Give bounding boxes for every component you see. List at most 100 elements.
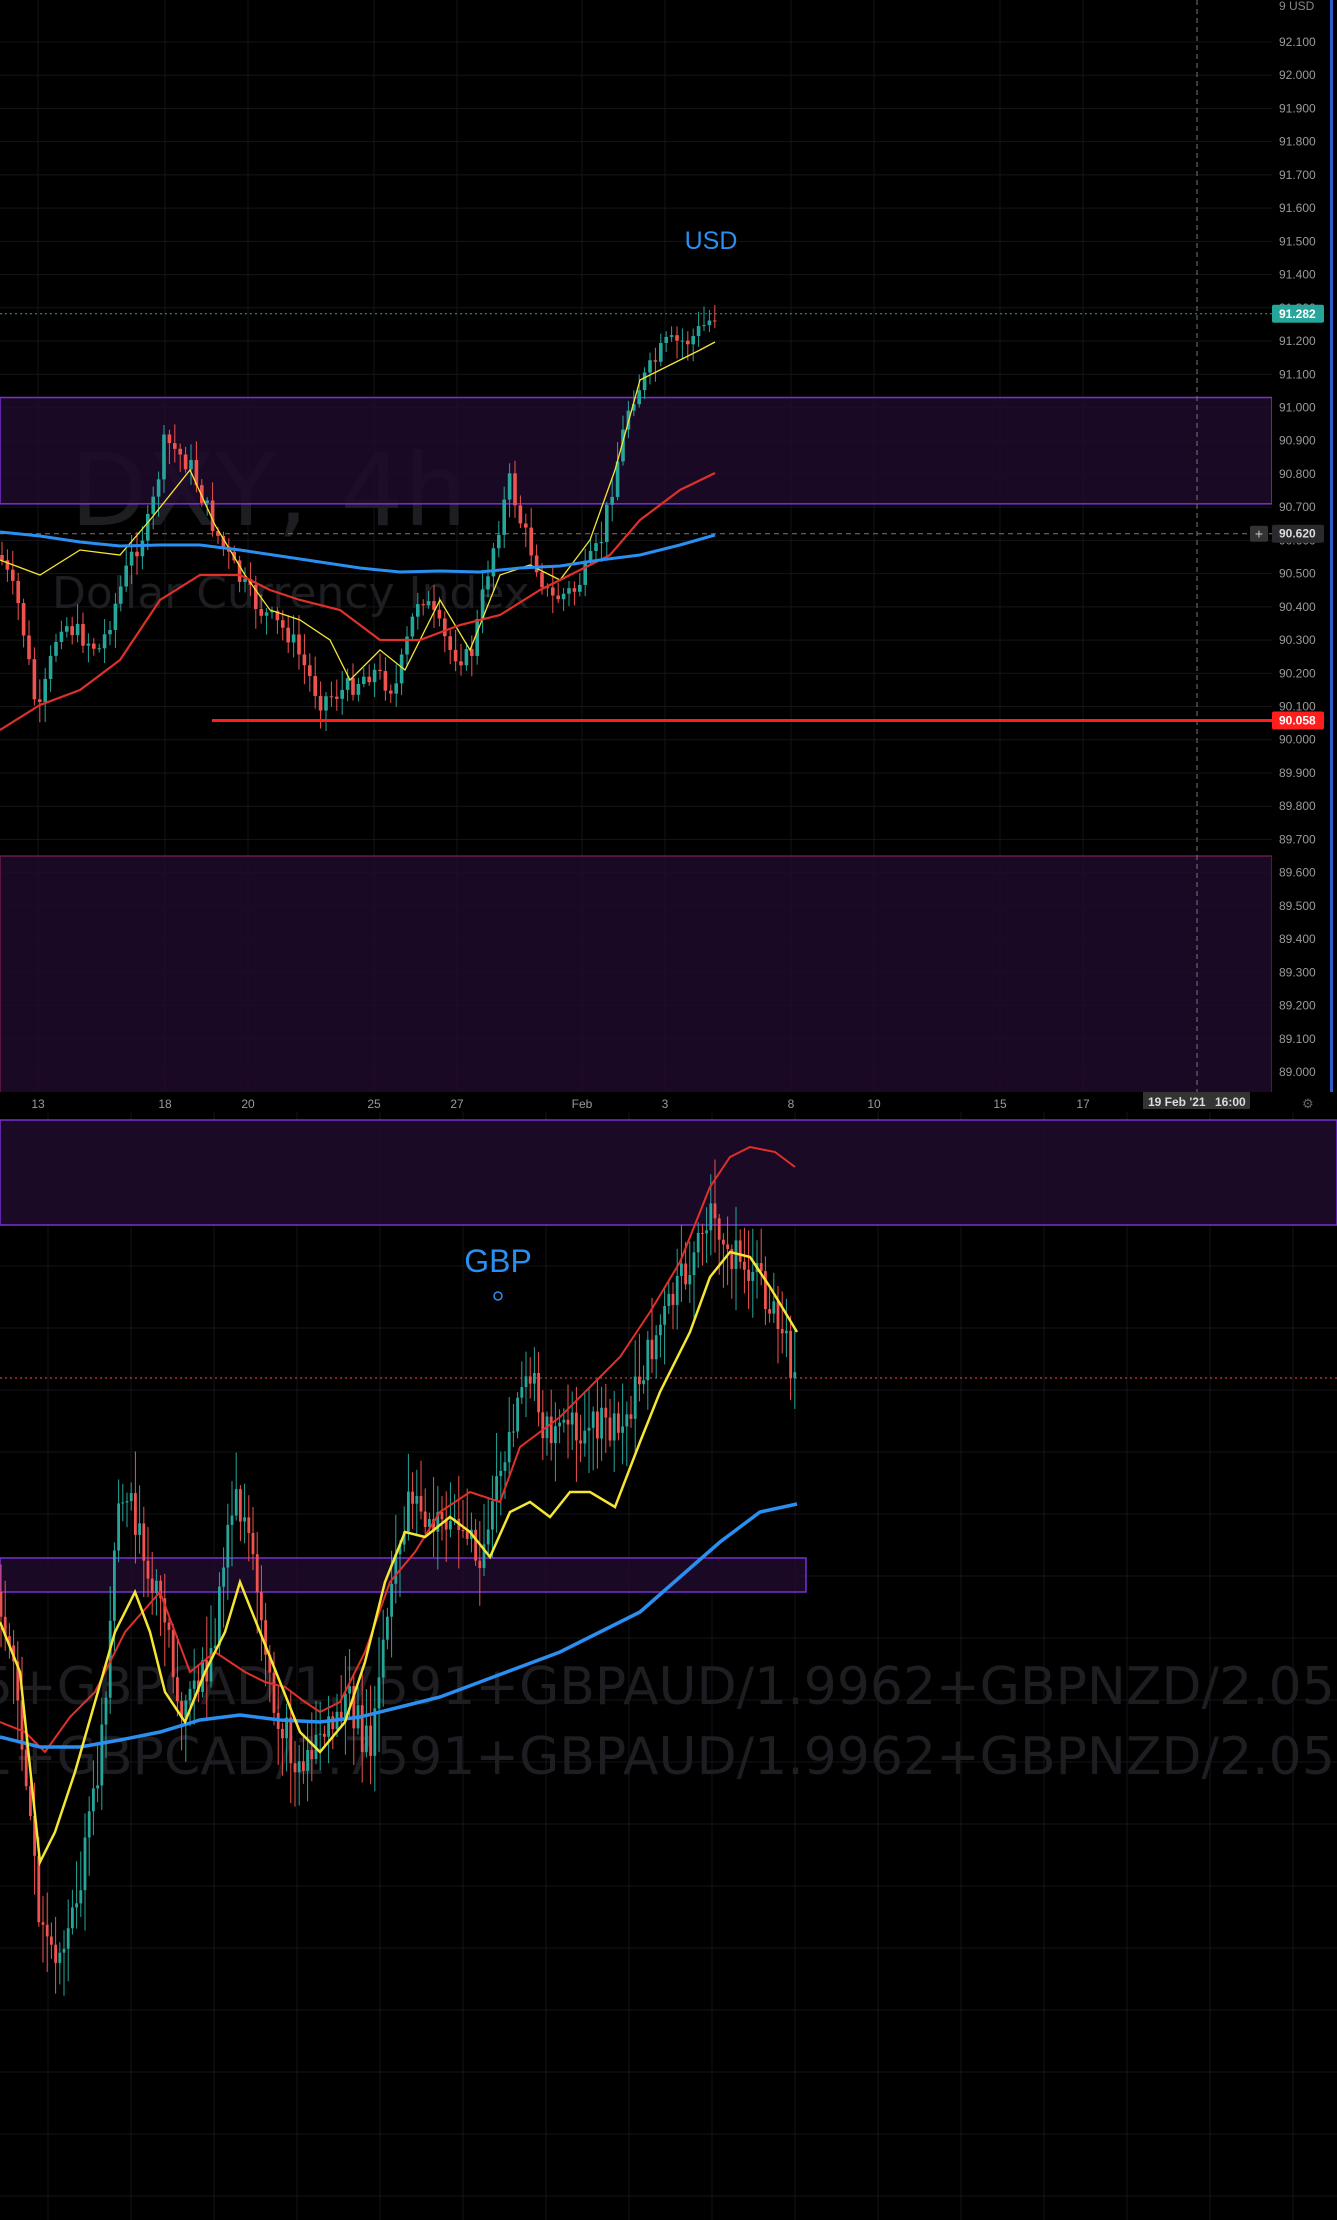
candle-body [789,1330,792,1379]
candle-body [474,1529,477,1561]
candle-body [495,1476,498,1502]
candle-body [702,325,706,327]
candle-body [491,1501,494,1530]
candle-body [108,630,112,635]
candle-body [140,540,145,557]
candle-body [669,335,674,337]
candle-body [48,655,53,679]
price-tick: 89.500 [1279,899,1316,913]
supply-zone [0,1119,1337,1226]
candle-body [633,1376,637,1419]
candle-body [200,485,204,503]
candle-body [3,1616,7,1637]
price-tick: 89.800 [1279,799,1316,813]
candle-body [503,1462,507,1471]
candle-body [58,1952,62,1964]
candle-body [59,631,64,642]
candle-body [108,1620,112,1698]
candle-body [272,1672,276,1713]
candle-body [684,1263,687,1285]
scrollbar[interactable] [1330,0,1333,1092]
candle-body [583,1430,587,1444]
candle-body [554,1426,557,1444]
candle-body [16,1661,20,1701]
candle-body [659,1324,662,1336]
candle-body [285,1717,288,1739]
candle-body [405,636,409,655]
candle-body [180,1701,183,1719]
candle-body [339,1711,343,1722]
candle-body [680,340,685,342]
date-tick: 25 [367,1097,381,1111]
candle-body [237,560,242,582]
candle-body [722,1239,725,1245]
ma-slow-line [0,1502,798,1749]
candle-body [100,1724,104,1786]
candle-body [437,609,442,619]
candle-body [549,1416,553,1444]
candle-body [596,1411,599,1439]
candle-body [667,1293,671,1307]
candle-body [264,612,269,616]
candle-body [75,623,80,636]
candle-body [344,1693,347,1722]
price-tick: 91.700 [1279,168,1316,182]
ma-mid-line [0,1145,796,1754]
gbp-chart[interactable]: 5+GBPCAD/1.7591+GBPAUD/1.9962+GBPNZD/2.0… [0,1112,1337,2220]
candle-body [365,1725,368,1753]
candle-body [297,634,301,655]
candle-body [24,1749,28,1787]
candle-body [621,429,625,462]
candle-body [176,1677,179,1702]
candle-body [54,641,58,656]
candle-body [529,527,533,556]
candle-body [251,1532,255,1555]
watermark-name: Dollar Currency Index [52,568,530,619]
candle-body [255,1554,259,1593]
candle-body [367,676,371,683]
candle-body [70,626,74,636]
date-tick: 18 [158,1097,172,1111]
crosshair-date-tag [1143,1092,1250,1109]
price-tick: 90.100 [1279,700,1316,714]
candle-body [594,543,598,552]
time-axis[interactable]: 13 18 20 25 27 Feb 3 8 10 15 17 19 Feb '21 16:00 ⚙ [0,1092,1337,1112]
candle-body [146,513,150,541]
watermark-line-2: 1+GBPCAD/1.7591+GBPAUD/1.9962+GBPNZD/2.0… [0,1727,1337,1787]
candle-body [323,1733,326,1737]
candle-body [747,1269,750,1281]
candle-body [146,1560,150,1579]
candle-body [713,1203,717,1219]
candle-body [482,1544,486,1569]
price-tick: 90.900 [1279,434,1316,448]
candle-body [383,671,388,691]
candle-body [83,1837,87,1891]
candle-body [104,1697,108,1725]
candle-body [135,551,139,557]
candle-body [390,1583,393,1617]
candle-body [528,1376,532,1384]
candle-body [281,1728,284,1739]
dxy-chart[interactable]: DXY, 4h Dollar Currency Index USD 9 USD … [0,0,1337,1112]
date-tick: 13 [31,1097,45,1111]
candle-body [167,1622,171,1630]
candle-body [310,1750,314,1760]
anchor-point-icon[interactable] [493,1291,503,1301]
candle-body [605,504,609,542]
candle-body [617,1413,620,1433]
gbp-moving-averages [0,1145,799,1867]
candle-body [113,603,118,631]
price-tick: 91.200 [1279,334,1316,348]
candle-body [653,360,658,362]
candle-body [369,1725,372,1756]
candle-body [440,1512,444,1520]
settings-icon[interactable]: ⚙ [1302,1096,1314,1111]
candle-body [776,1301,780,1330]
candle-body [213,1645,217,1649]
candle-body [664,336,668,343]
candle-body [302,1761,305,1771]
candle-body [5,560,10,570]
candle-body [537,1373,540,1413]
candle-body [398,1544,402,1555]
price-axis[interactable]: 9 USD 92.100 92.000 91.900 91.800 91.700 91.6… [1250,0,1337,1092]
